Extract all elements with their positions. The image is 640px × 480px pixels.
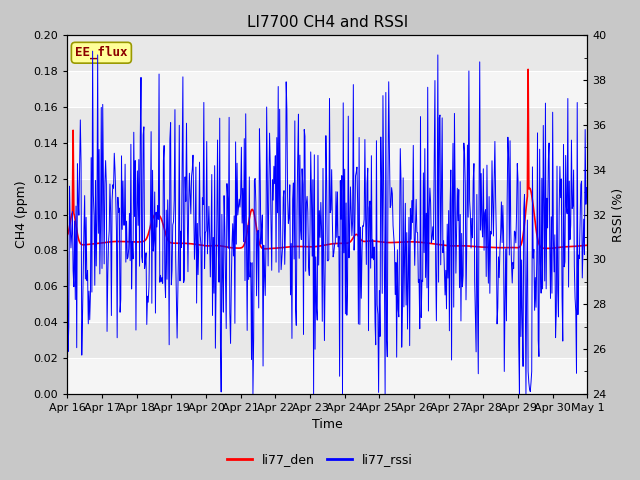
Bar	[67, 143, 588, 179]
Bar	[67, 286, 588, 322]
Y-axis label: CH4 (ppm): CH4 (ppm)	[15, 181, 28, 248]
Text: EE_flux: EE_flux	[75, 46, 127, 60]
Bar	[67, 215, 588, 251]
Legend: li77_den, li77_rssi: li77_den, li77_rssi	[222, 448, 418, 471]
Y-axis label: RSSI (%): RSSI (%)	[612, 188, 625, 241]
Bar	[67, 71, 588, 107]
Bar	[67, 358, 588, 394]
Title: LI7700 CH4 and RSSI: LI7700 CH4 and RSSI	[246, 15, 408, 30]
X-axis label: Time: Time	[312, 419, 342, 432]
